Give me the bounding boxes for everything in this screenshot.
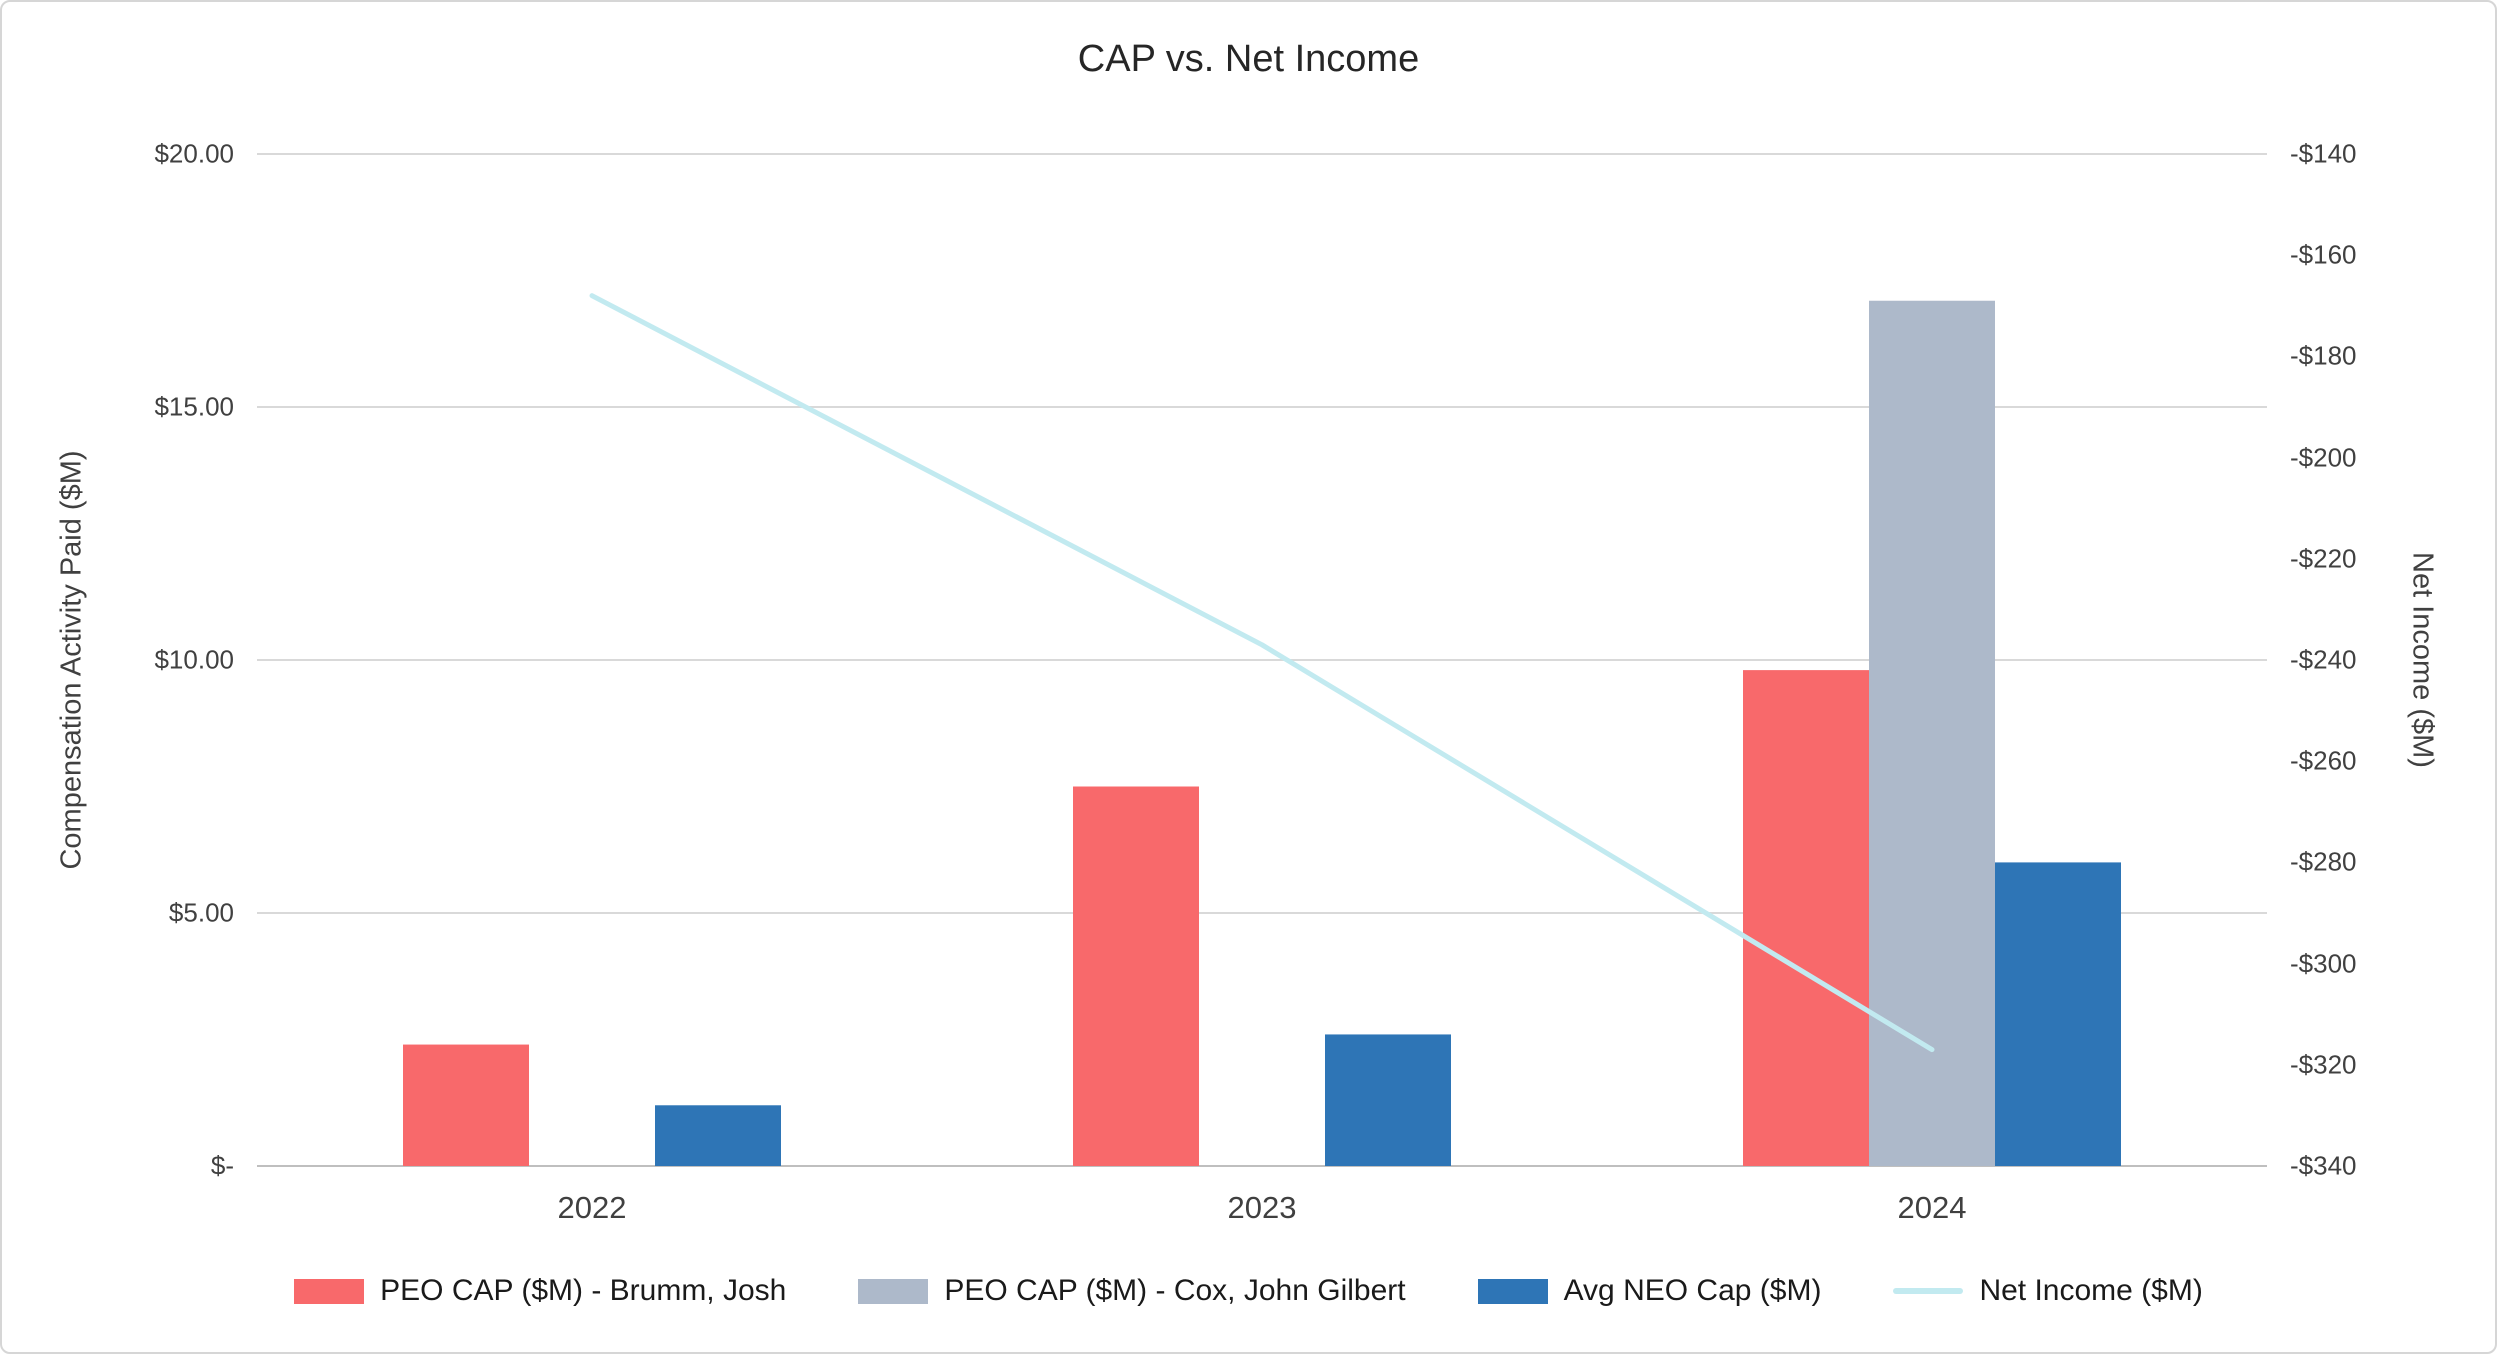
chart-title: CAP vs. Net Income [1077,38,1420,80]
bar-series-2-cat-2 [1995,862,2121,1166]
right-axis-tick: -$200 [2290,442,2357,473]
right-axis-tick: -$280 [2290,846,2357,877]
legend-label: Net Income ($M) [1979,1274,2203,1307]
right-axis-tick: -$240 [2290,644,2357,675]
x-axis-label: 2022 [557,1190,627,1225]
legend-label: PEO CAP ($M) - Brumm, Josh [380,1274,787,1307]
left-axis-tick: $- [210,1150,234,1181]
legend-item-0: PEO CAP ($M) - Brumm, Josh [294,1274,786,1308]
bar-series-0-cat-0 [403,1044,529,1166]
right-axis-tick: -$220 [2290,543,2357,574]
legend: PEO CAP ($M) - Brumm, Josh PEO CAP ($M) -… [2,1274,2495,1308]
net-income-line [589,293,1935,1053]
left-axis-tick: $10.00 [154,644,234,675]
legend-item-1: PEO CAP ($M) - Cox, John Gilbert [858,1274,1406,1308]
right-axis-tick: -$140 [2290,138,2357,169]
legend-color-swatch [1477,1278,1548,1304]
bar-series-1-cat-2 [1869,300,1995,1166]
legend-label: Avg NEO Cap ($M) [1563,1274,1822,1307]
legend-item-2: Avg NEO Cap ($M) [1477,1274,1822,1308]
bar-series-0-cat-2 [1743,670,1869,1166]
x-axis-label: 2024 [1897,1190,1967,1225]
right-axis-tick: -$160 [2290,239,2357,270]
legend-label: PEO CAP ($M) - Cox, John Gilbert [944,1274,1406,1307]
bar-series-0-cat-1 [1073,786,1199,1166]
legend-line-swatch [1893,1288,1964,1294]
left-axis-tick: $15.00 [154,391,234,422]
right-axis-tick: -$340 [2290,1150,2357,1181]
left-axis-tick: $20.00 [154,138,234,169]
left-axis-tick: $5.00 [168,897,234,928]
legend-color-swatch [858,1278,929,1304]
right-axis-tick: -$260 [2290,745,2357,776]
bar-series-2-cat-0 [655,1105,781,1166]
bar-series-2-cat-1 [1325,1034,1451,1166]
right-axis-tick: -$320 [2290,1049,2357,1080]
legend-color-swatch [294,1278,365,1304]
legend-item-3: Net Income ($M) [1893,1274,2203,1308]
right-axis-tick: -$300 [2290,948,2357,979]
x-axis-label: 2023 [1227,1190,1297,1225]
right-axis-tick: -$180 [2290,340,2357,371]
